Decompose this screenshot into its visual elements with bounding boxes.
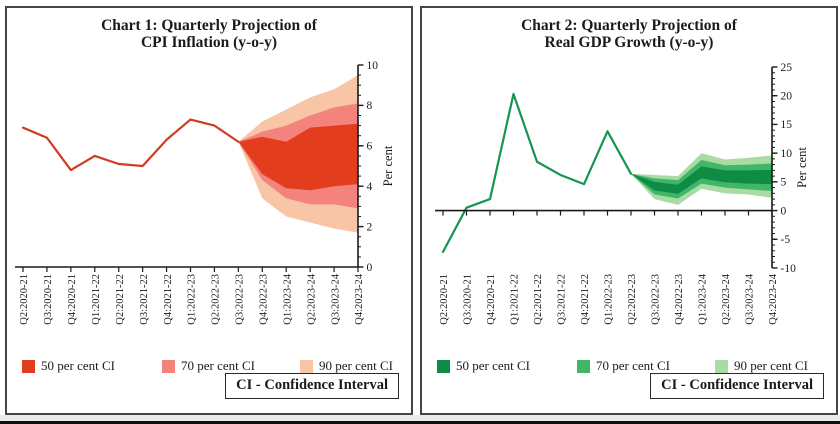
gdp-y-tick-label: 15 [781,119,793,131]
cpi-y-tick-label: 10 [367,60,379,72]
cpi-y-axis-title: Per cent [381,145,395,186]
cpi-ci-note-box: CI - Confidence Interval [225,373,399,399]
gdp-x-tick-label: Q2:2021-22 [533,274,544,325]
cpi-y-tick-label: 4 [367,181,373,193]
cpi-y-tick-label: 8 [367,100,373,112]
gdp-legend-item-90: 90 per cent CI [715,358,808,374]
gdp-x-tick-label: Q4:2021-22 [580,274,591,325]
cpi-legend-item-50: 50 per cent CI [22,358,115,374]
cpi-x-tick-label: Q3:2020-21 [43,274,54,325]
ci90-swatch-icon [300,359,313,373]
cpi-x-tick-label: Q3:2021-22 [139,274,150,325]
cpi-x-tick-label: Q4:2020-21 [67,274,78,325]
cpi-x-tick-label: Q2:2022-23 [211,274,222,325]
gdp-y-tick-label: 0 [781,205,787,217]
cpi-legend-label-90: 90 per cent CI [319,358,394,373]
ci90-swatch-icon [715,359,728,373]
page-bottom-strip [0,415,840,421]
gdp-legend-label-90: 90 per cent CI [734,358,809,373]
cpi-x-tick-label: Q2:2023-24 [306,273,317,324]
page-bottom-rule [0,421,840,424]
gdp-x-tick-label: Q3:2021-22 [557,274,568,325]
gdp-x-tick-label: Q4:2020-21 [486,274,497,325]
gdp-chart-title-line2: Real GDP Growth (y-o-y) [544,33,714,51]
cpi-y-tick-label: 6 [367,141,373,153]
gdp-chart-title-line1: Chart 2: Quarterly Projection of [521,17,737,34]
gdp-x-tick-label: Q1:2022-23 [604,274,615,325]
ci50-swatch-icon [437,359,450,373]
cpi-x-tick-label: Q3:2023-24 [330,273,341,324]
cpi-legend: 50 per cent CI 70 per cent CI 90 per cen… [7,358,411,376]
cpi-legend-item-70: 70 per cent CI [162,358,255,374]
gdp-x-tick-label: Q4:2022-23 [674,274,685,325]
cpi-legend-item-90: 90 per cent CI [300,358,393,374]
gdp-y-tick-label: -5 [781,234,791,246]
gdp-chart-panel: Chart 2: Quarterly Projection of Real GD… [420,6,838,415]
cpi-x-tick-label: Q1:2021-22 [91,274,102,325]
ci50-swatch-icon [22,359,35,373]
cpi-chart-title-line2: CPI Inflation (y-o-y) [140,33,278,51]
gdp-x-tick-label: Q3:2023-24 [745,273,756,324]
ci70-swatch-icon [577,359,590,373]
gdp-y-tick-label: 5 [781,177,787,189]
cpi-x-tick-label: Q2:2020-21 [19,274,30,325]
gdp-x-tick-label: Q3:2022-23 [651,274,662,325]
gdp-legend: 50 per cent CI 70 per cent CI 90 per cen… [422,358,836,376]
gdp-legend-item-50: 50 per cent CI [437,358,530,374]
gdp-y-tick-label: 25 [781,62,793,74]
gdp-x-tick-label: Q2:2020-21 [439,274,450,325]
gdp-chart-title: Chart 2: Quarterly Projection of Real GD… [422,17,836,51]
gdp-y-tick-label: 20 [781,91,793,103]
gdp-ci-note-box: CI - Confidence Interval [650,373,824,399]
cpi-chart-panel: Chart 1: Quarterly Projection of CPI Inf… [5,6,413,415]
gdp-x-tick-label: Q2:2022-23 [627,274,638,325]
cpi-legend-label-50: 50 per cent CI [41,358,116,373]
gdp-x-tick-label: Q3:2020-21 [463,274,474,325]
gdp-legend-item-70: 70 per cent CI [577,358,670,374]
cpi-chart-title: Chart 1: Quarterly Projection of CPI Inf… [7,17,411,51]
gdp-y-tick-label: -10 [781,263,797,275]
gdp-fan-chart-plot: -10 -5 0 5 10 15 20 25 Q2:2020-21 Q3:2020-21 Q4:20… [435,62,809,325]
cpi-x-tick-label: Q4:2022-23 [258,274,269,325]
cpi-x-tick-label: Q3:2022-23 [235,274,246,325]
gdp-band-ci50 [631,166,772,194]
cpi-actual-line [21,118,240,172]
cpi-x-tick-label: Q4:2023-24 [354,273,365,324]
cpi-y-tick-label: 0 [367,262,373,274]
cpi-fan-chart-plot: 0 2 4 6 8 10 Q2:2020-21 Q3:2020-21 Q4:2020-21 Q1:… [15,60,395,325]
cpi-x-tick-label: Q1:2023-24 [282,273,293,324]
gdp-actual-line [441,92,633,254]
cpi-band-ci50 [238,123,358,191]
gdp-x-tick-label: Q2:2023-24 [721,273,732,324]
cpi-chart-title-line1: Chart 1: Quarterly Projection of [101,17,317,34]
gdp-legend-label-50: 50 per cent CI [456,358,531,373]
cpi-x-tick-label: Q4:2021-22 [163,274,174,325]
gdp-y-axis-title: Per cent [795,147,809,188]
cpi-legend-label-70: 70 per cent CI [181,358,256,373]
cpi-x-tick-label: Q2:2021-22 [115,274,126,325]
ci70-swatch-icon [162,359,175,373]
gdp-x-tick-label: Q1:2023-24 [698,273,709,324]
gdp-legend-label-70: 70 per cent CI [596,358,671,373]
gdp-x-tick-label: Q4:2023-24 [768,273,779,324]
cpi-y-tick-label: 2 [367,221,373,233]
gdp-x-tick-label: Q1:2021-22 [510,274,521,325]
gdp-y-tick-label: 10 [781,148,793,160]
cpi-x-tick-label: Q1:2022-23 [187,274,198,325]
